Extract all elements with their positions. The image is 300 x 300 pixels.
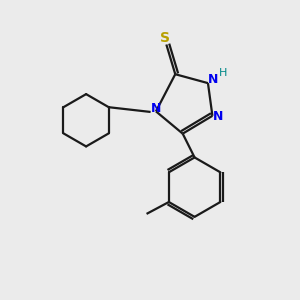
Text: S: S: [160, 31, 170, 45]
Text: N: N: [213, 110, 224, 123]
Text: N: N: [151, 103, 161, 116]
Text: N: N: [208, 73, 218, 86]
Text: H: H: [219, 68, 227, 78]
